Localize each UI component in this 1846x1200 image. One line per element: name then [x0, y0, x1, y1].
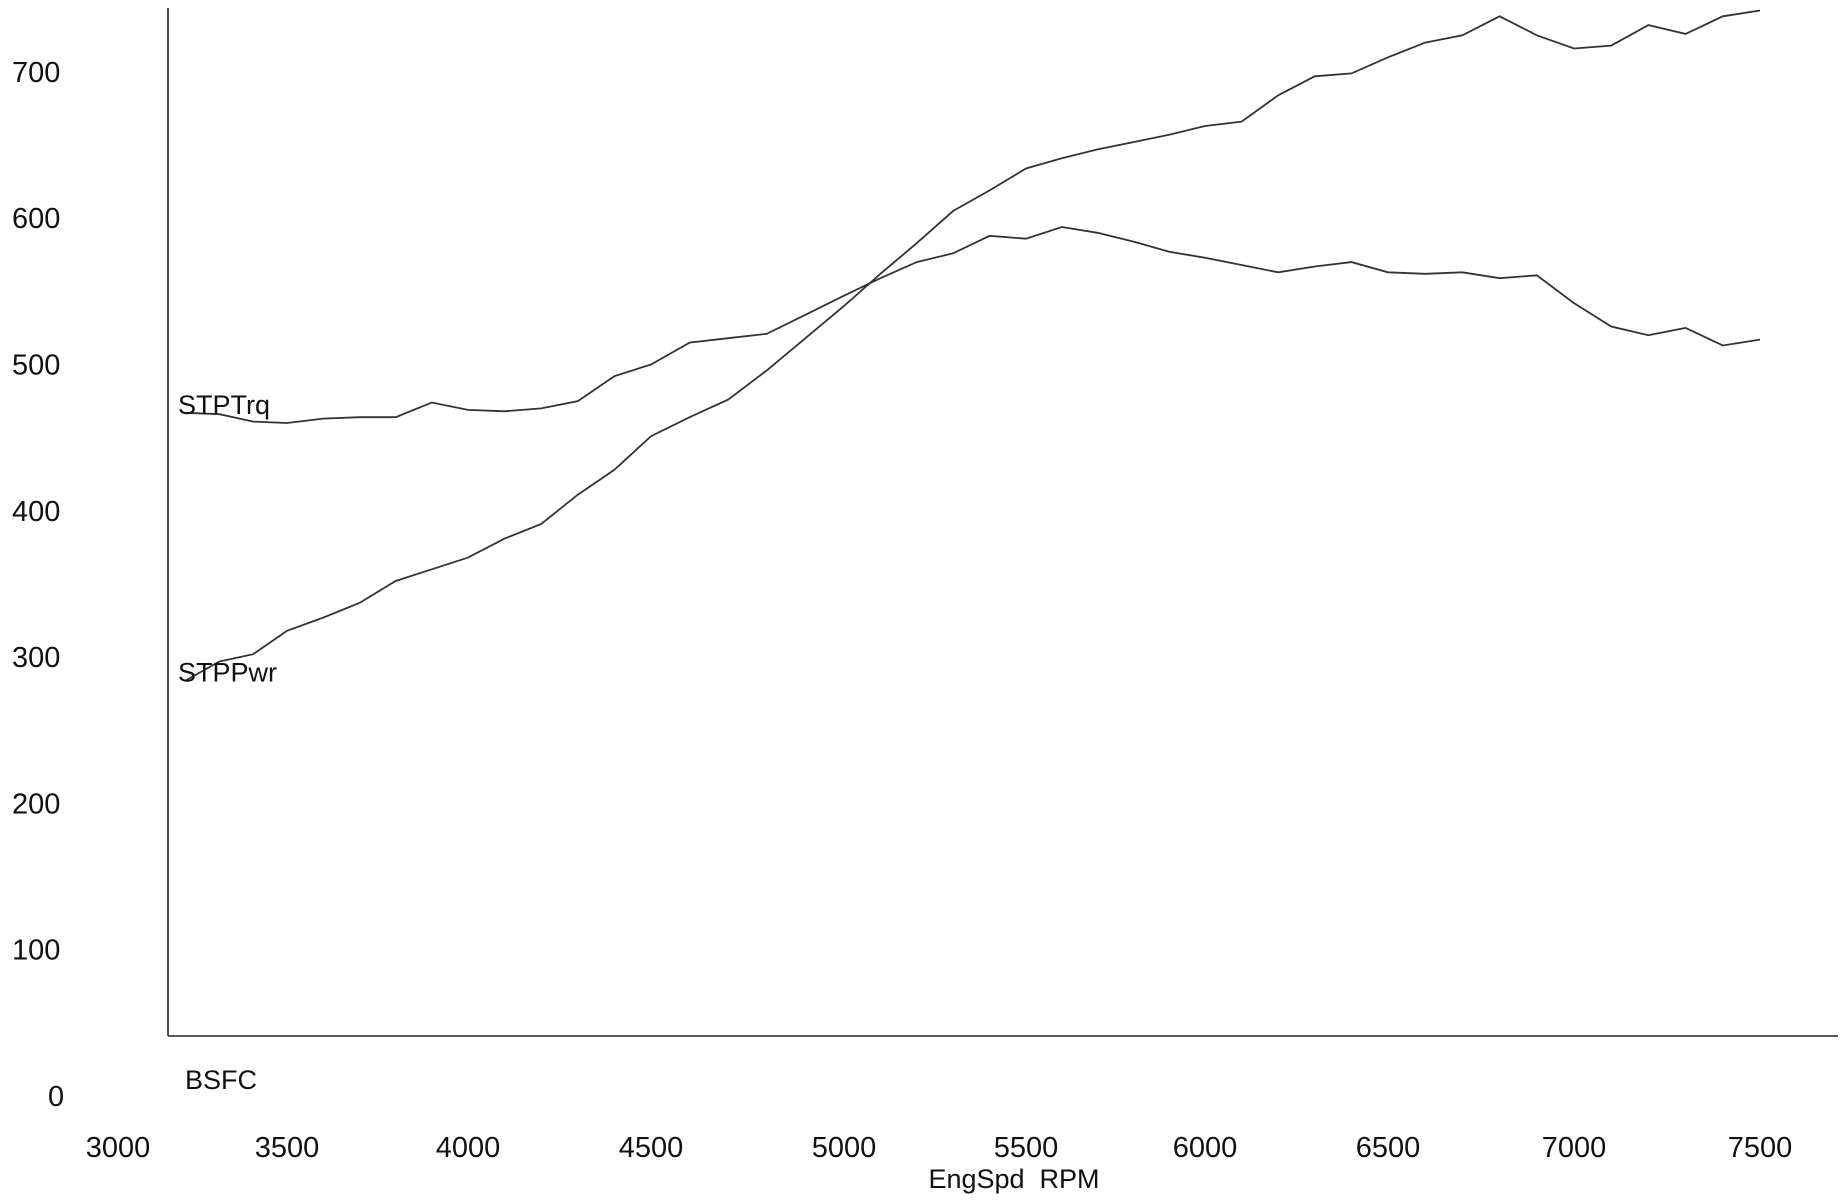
x-tick-label: 4000 — [436, 1132, 501, 1164]
y-tick-label: 600 — [12, 203, 60, 235]
y-tick-label: 300 — [12, 642, 60, 674]
y-tick-labels: 0 100 200 300 400 500 600 700 — [12, 57, 64, 1113]
x-tick-label: 5000 — [812, 1132, 877, 1164]
x-tick-label: 4500 — [619, 1132, 684, 1164]
x-tick-label: 6000 — [1173, 1132, 1238, 1164]
series-line-stptrq — [185, 226, 1761, 424]
x-tick-label: 7000 — [1542, 1132, 1607, 1164]
x-tick-label: 3500 — [255, 1132, 320, 1164]
bsfc-label: BSFC — [185, 1065, 257, 1095]
x-tick-label: 6500 — [1356, 1132, 1421, 1164]
x-tick-label: 5500 — [994, 1132, 1059, 1164]
x-tick-label: 3000 — [86, 1132, 151, 1164]
y-tick-label: 200 — [12, 788, 60, 820]
series-lines: STPTrq STPPwr — [178, 9, 1761, 688]
y-tick-label: 700 — [12, 57, 60, 89]
y-tick-label: 100 — [12, 935, 60, 967]
series-label-stptrq: STPTrq — [178, 390, 270, 420]
x-tick-labels: 3000 3500 4000 4500 5000 5500 6000 6500 7000 7500 — [86, 1132, 1793, 1164]
x-tick-label: 7500 — [1728, 1132, 1793, 1164]
y-tick-label: 500 — [12, 350, 60, 382]
y-tick-label: 0 — [48, 1081, 64, 1113]
series-label-stppwr: STPPwr — [178, 658, 277, 688]
y-tick-label: 400 — [12, 496, 60, 528]
series-line-stppwr — [185, 9, 1761, 682]
x-axis-title: EngSpd RPM — [928, 1164, 1099, 1194]
